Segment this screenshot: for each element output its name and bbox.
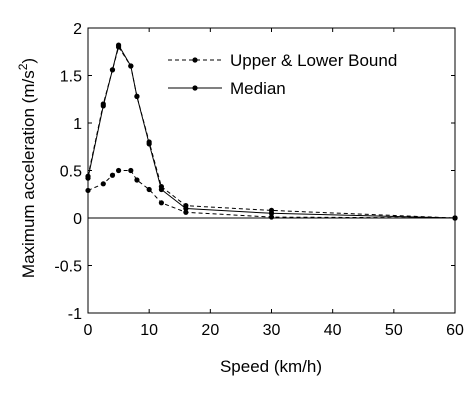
data-point-2-1-3 xyxy=(109,67,116,73)
data-point-2-1-6 xyxy=(134,93,140,99)
x-tick-label: 10 xyxy=(140,322,158,339)
axes: 0 10 20 30 40 50 60 -1 -0.5 0 0.5 1 1.5 2 xyxy=(54,21,464,339)
data-point-1-2-9 xyxy=(183,209,189,215)
data-point-1-2-3 xyxy=(109,172,116,178)
y-axis-label-close: ) xyxy=(19,58,38,64)
data-point-1-2-5 xyxy=(128,167,134,174)
data-point-1-2-6 xyxy=(134,177,140,183)
x-tick-label: 40 xyxy=(324,322,342,339)
series-line-1-2 xyxy=(87,170,456,219)
x-axis-label: Speed (km/h) xyxy=(220,357,322,376)
y-tick-label: 0 xyxy=(73,211,82,228)
x-tick-label: 20 xyxy=(201,322,219,339)
legend-label-1: Upper & Lower Bound xyxy=(230,51,397,70)
data-point-2-1-10 xyxy=(268,210,275,216)
x-tick-label: 30 xyxy=(263,322,281,339)
data-point-1-2-8 xyxy=(158,200,164,206)
legend-marker-1 xyxy=(192,57,198,63)
data-point-2-1-2 xyxy=(100,103,106,109)
data-point-2-1-8 xyxy=(158,186,164,193)
axes-box xyxy=(87,27,456,314)
x-tick-label: 50 xyxy=(385,322,403,339)
x-tick-label: 60 xyxy=(446,322,464,339)
data-point-1-2-10 xyxy=(268,214,275,220)
data-point-1-2-4 xyxy=(115,167,122,174)
data-point-1-2-2 xyxy=(100,181,106,187)
legend-marker-2 xyxy=(192,85,198,91)
y-tick-label: -1 xyxy=(68,306,82,323)
y-tick-label: -0.5 xyxy=(54,259,82,276)
y-axis-label: Maximum acceleration (m/s2) xyxy=(16,58,38,278)
plot-area xyxy=(85,42,458,221)
legend: Upper & Lower Bound Median xyxy=(168,51,397,98)
y-tick-label: 1 xyxy=(73,116,82,133)
data-point-2-1-4 xyxy=(115,42,122,48)
y-tick-label: 2 xyxy=(73,21,82,38)
y-tick-label: 1.5 xyxy=(60,69,82,86)
y-tick-label: 0.5 xyxy=(60,164,82,181)
y-axis-label-superscript: 2 xyxy=(16,63,30,70)
data-point-2-1-9 xyxy=(183,205,189,212)
series-line-1-1 xyxy=(87,45,456,219)
data-point-2-1-5 xyxy=(128,63,134,69)
data-point-2-1-7 xyxy=(146,141,152,147)
data-point-1-2-7 xyxy=(146,186,152,193)
x-tick-label: 0 xyxy=(84,322,93,339)
y-axis-label-main: Maximum acceleration (m/s xyxy=(19,70,38,278)
series-line-2-1 xyxy=(87,43,456,219)
legend-label-2: Median xyxy=(230,79,286,98)
